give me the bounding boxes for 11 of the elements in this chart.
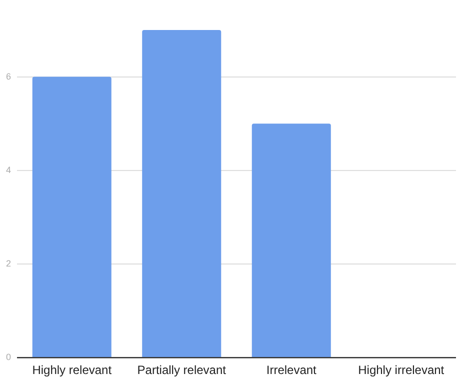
y-tick-label: 2 xyxy=(6,258,12,268)
y-tick-label: 4 xyxy=(6,164,12,175)
x-tick-label: Highly irrelevant xyxy=(358,363,445,378)
bar xyxy=(142,30,222,357)
x-tick-label: Irrelevant xyxy=(266,363,318,378)
x-tick-label: Highly relevant xyxy=(32,363,112,378)
bar xyxy=(32,76,112,357)
y-tick-label: 6 xyxy=(6,71,12,82)
y-tick-label: 0 xyxy=(6,352,12,362)
x-tick-label: Partially relevant xyxy=(137,363,227,378)
bar xyxy=(252,124,331,357)
